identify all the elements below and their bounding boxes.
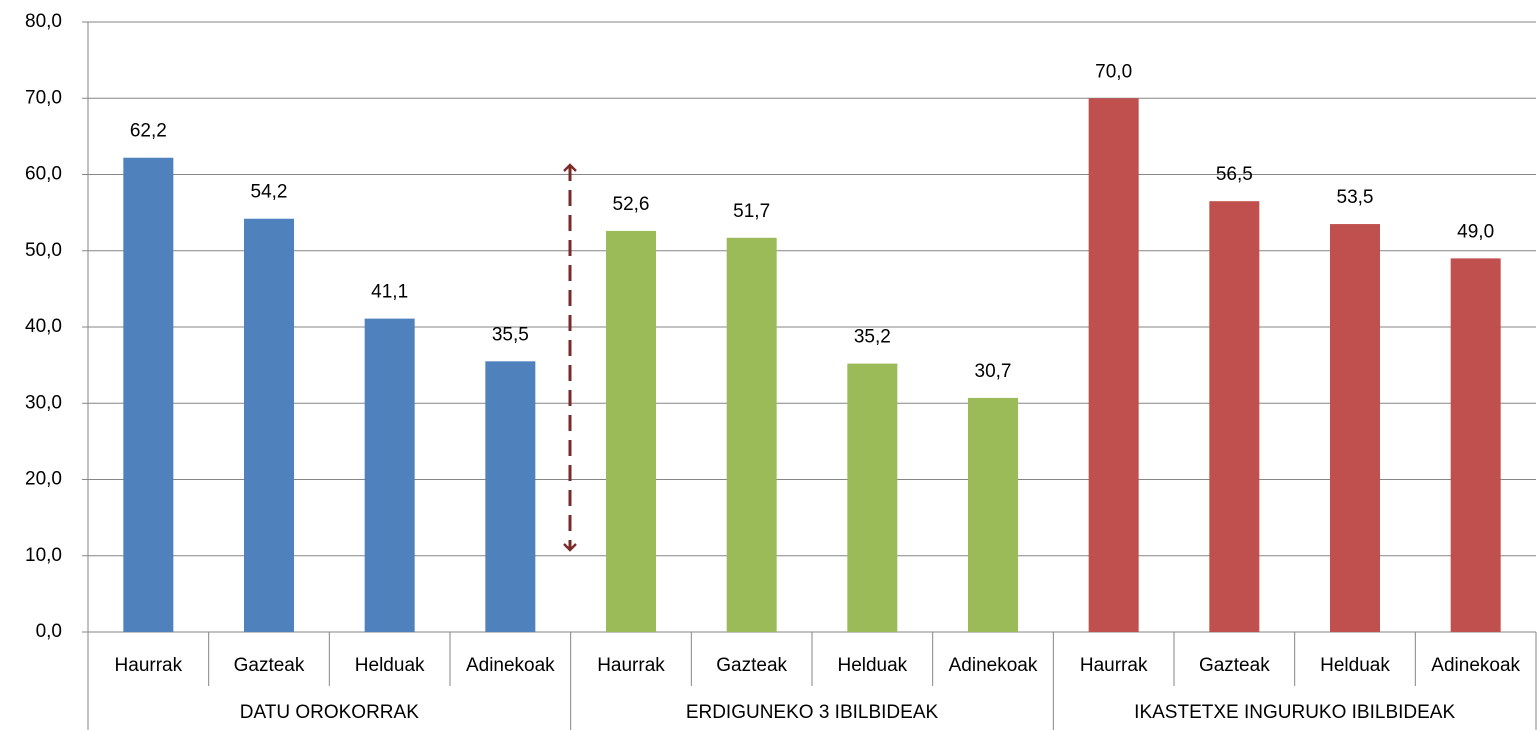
- y-tick-label: 0,0: [36, 621, 62, 642]
- group-label: ERDIGUNEKO 3 IBILBIDEAK: [686, 702, 939, 723]
- y-tick-label: 80,0: [25, 11, 62, 32]
- value-label: 52,6: [613, 194, 650, 215]
- bar: [606, 230, 656, 633]
- x-tick-label: Adinekoak: [1431, 655, 1520, 676]
- bar: [244, 218, 294, 632]
- y-tick-label: 10,0: [25, 545, 62, 566]
- x-tick-label: Adinekoak: [949, 655, 1038, 676]
- y-tick-label: 40,0: [25, 316, 62, 337]
- x-tick-label: Helduak: [837, 655, 907, 676]
- y-tick-label: 20,0: [25, 469, 62, 490]
- x-tick-label: Gazteak: [716, 655, 787, 676]
- group-label: IKASTETXE INGURUKO IBILBIDEAK: [1134, 702, 1455, 723]
- x-tick-label: Gazteak: [1199, 655, 1270, 676]
- value-label: 62,2: [130, 121, 167, 142]
- x-tick-label: Haurrak: [1080, 655, 1148, 676]
- value-label: 70,0: [1095, 61, 1132, 82]
- value-label: 54,2: [251, 182, 288, 203]
- y-tick-label: 50,0: [25, 240, 62, 261]
- bar: [123, 157, 174, 632]
- bar: [1330, 224, 1380, 632]
- x-tick-label: Helduak: [1320, 655, 1390, 676]
- bar: [1209, 201, 1260, 632]
- bar: [847, 363, 898, 632]
- y-tick-label: 70,0: [25, 87, 62, 108]
- bar: [1450, 258, 1501, 632]
- x-tick-label: Haurrak: [597, 655, 665, 676]
- value-label: 35,2: [854, 327, 891, 348]
- bar: [485, 361, 536, 632]
- value-label: 49,0: [1457, 221, 1494, 242]
- bar: [726, 237, 777, 632]
- x-tick-label: Gazteak: [234, 655, 305, 676]
- bar: [968, 397, 1018, 632]
- value-label: 56,5: [1216, 164, 1253, 185]
- value-label: 41,1: [371, 282, 408, 303]
- y-tick-label: 30,0: [25, 392, 62, 413]
- group-label: DATU OROKORRAK: [240, 702, 419, 723]
- value-label: 30,7: [975, 361, 1012, 382]
- value-label: 53,5: [1337, 187, 1374, 208]
- x-tick-label: Adinekoak: [466, 655, 555, 676]
- value-label: 35,5: [492, 324, 529, 345]
- x-tick-label: Helduak: [355, 655, 425, 676]
- bar: [364, 318, 415, 632]
- value-label: 51,7: [733, 201, 770, 222]
- bar: [1088, 98, 1139, 632]
- y-tick-label: 60,0: [25, 164, 62, 185]
- x-tick-label: Haurrak: [115, 655, 183, 676]
